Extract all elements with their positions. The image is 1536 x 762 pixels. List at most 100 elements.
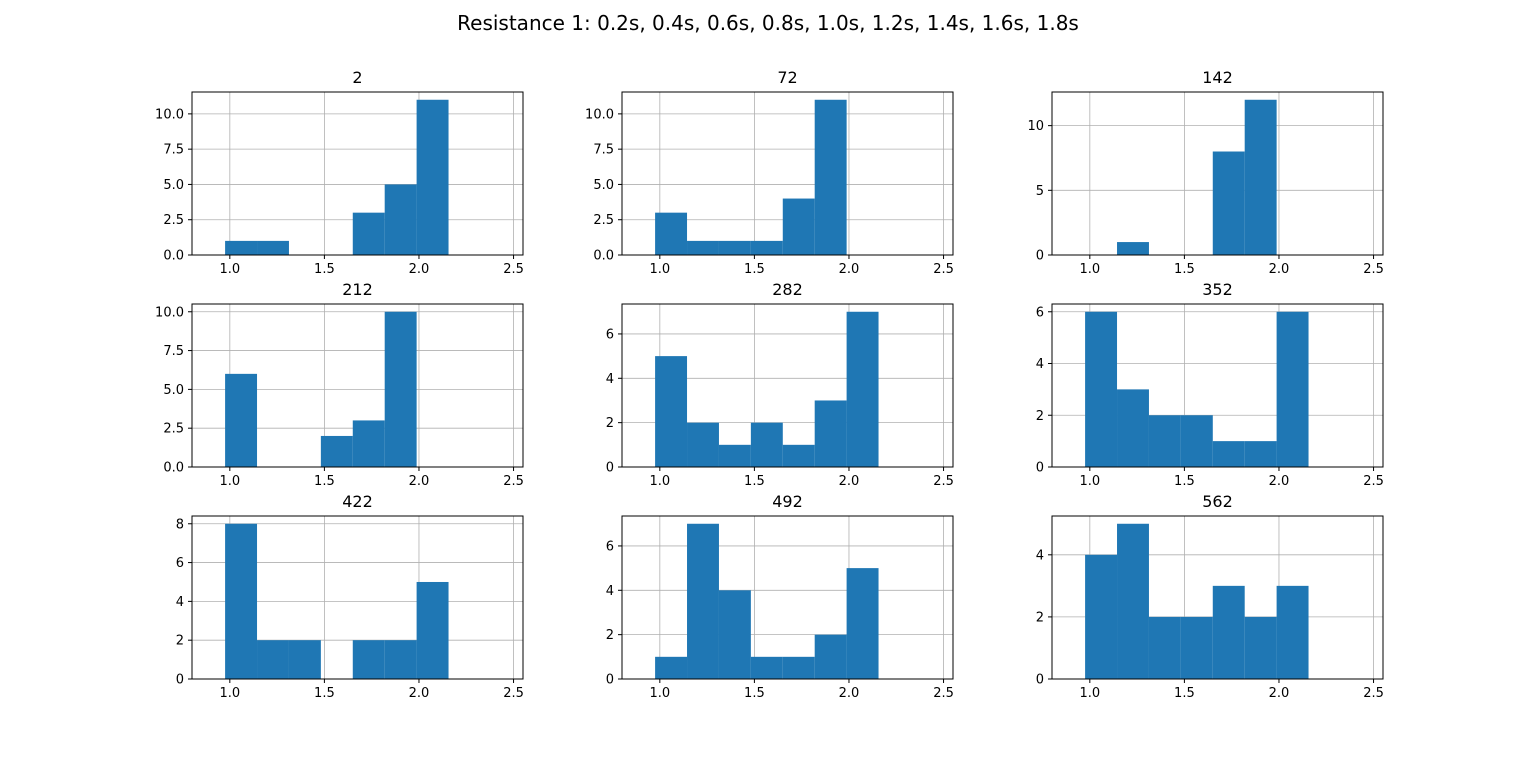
y-tick-label: 2.5 <box>593 213 614 228</box>
x-tick-label: 2.0 <box>1269 474 1290 489</box>
axes-frame <box>1051 515 1384 680</box>
histogram-bar <box>1148 616 1181 679</box>
y-tick-label: 0 <box>1036 249 1044 264</box>
histogram-bar <box>1117 242 1149 255</box>
histogram-bar <box>814 634 847 679</box>
x-tick-label: 1.5 <box>1174 262 1195 277</box>
histogram-panel: 492 1.0 1.5 2.0 2.5 0 2 4 6 <box>606 492 954 701</box>
histogram-bar <box>718 590 751 679</box>
y-tick-label: 0.0 <box>163 249 184 264</box>
histogram-bar <box>1212 441 1245 467</box>
panel-title: 142 <box>1202 68 1233 87</box>
bar-group <box>655 523 879 679</box>
histogram-bar <box>1180 415 1213 467</box>
bar-group <box>225 99 449 255</box>
axes-frame <box>1051 91 1384 256</box>
histogram-bar <box>1276 311 1309 467</box>
histogram-bar <box>655 656 688 679</box>
histogram-bar <box>1117 389 1149 467</box>
histogram-bar <box>687 240 719 255</box>
histogram-bar <box>750 240 783 255</box>
histogram-bar <box>655 212 688 255</box>
x-tick-label: 1.5 <box>314 686 335 701</box>
y-tick-label: 7.5 <box>163 143 184 158</box>
x-tick-label: 1.5 <box>1174 474 1195 489</box>
x-tick-label: 1.0 <box>219 686 240 701</box>
y-tick-label: 7.5 <box>593 143 614 158</box>
histogram-bar <box>1212 585 1245 679</box>
x-tick-label: 2.0 <box>1269 262 1290 277</box>
y-tick-label: 2 <box>1036 610 1044 625</box>
panel-title: 352 <box>1202 280 1233 299</box>
y-tick-label: 0 <box>176 673 184 688</box>
histogram-bar <box>416 581 449 679</box>
x-tick-label: 2.0 <box>1269 686 1290 701</box>
axes-frame <box>191 515 524 680</box>
histogram-bar <box>225 523 258 679</box>
y-tick-label: 4 <box>1036 548 1044 563</box>
histogram-panel: 142 1.0 1.5 2.0 2.5 0 5 10 <box>1027 68 1383 277</box>
axes-frame <box>191 91 524 256</box>
histogram-panel: 282 1.0 1.5 2.0 2.5 0 2 4 6 <box>606 280 954 489</box>
histogram-bar <box>1180 616 1213 679</box>
histogram-bar <box>750 422 783 467</box>
x-tick-label: 1.0 <box>649 686 670 701</box>
panel-title: 212 <box>342 280 373 299</box>
histogram-bar <box>257 240 289 255</box>
axes-frame <box>1051 303 1384 468</box>
x-tick-label: 1.5 <box>744 474 765 489</box>
histogram-bar <box>1244 441 1277 467</box>
histogram-panel: 422 1.0 1.5 2.0 2.5 0 2 4 6 8 <box>176 492 524 701</box>
x-tick-label: 1.0 <box>1079 686 1100 701</box>
x-tick-label: 1.5 <box>314 474 335 489</box>
histogram-panel: 72 1.0 1.5 2.0 2.5 0.0 2.5 5.0 7.5 10.0 <box>585 68 954 277</box>
x-tick-label: 2.5 <box>933 474 954 489</box>
y-tick-label: 8 <box>176 517 184 532</box>
y-tick-label: 10.0 <box>155 107 184 122</box>
histogram-bar <box>384 640 417 679</box>
x-tick-label: 1.5 <box>314 262 335 277</box>
x-tick-label: 1.0 <box>1079 262 1100 277</box>
histogram-panel: 562 1.0 1.5 2.0 2.5 0 2 4 <box>1036 492 1384 701</box>
bar-group <box>1085 523 1309 679</box>
histogram-bar <box>718 444 751 467</box>
x-tick-label: 1.0 <box>649 262 670 277</box>
x-tick-label: 2.0 <box>409 474 430 489</box>
histogram-bar <box>225 373 258 467</box>
histogram-bar <box>1085 311 1118 467</box>
histogram-bar <box>416 99 449 255</box>
bar-group <box>225 523 449 679</box>
histogram-bar <box>1117 523 1149 679</box>
x-tick-label: 2.0 <box>839 686 860 701</box>
histogram-bar <box>1244 616 1277 679</box>
histogram-bar <box>1276 585 1309 679</box>
y-tick-label: 4 <box>1036 357 1044 372</box>
y-tick-label: 5 <box>1036 184 1044 199</box>
x-tick-label: 2.5 <box>1363 262 1384 277</box>
y-tick-label: 7.5 <box>163 344 184 359</box>
x-tick-label: 2.5 <box>933 262 954 277</box>
x-tick-label: 1.0 <box>649 474 670 489</box>
x-tick-label: 2.0 <box>839 262 860 277</box>
x-tick-label: 1.5 <box>744 686 765 701</box>
histogram-bar <box>846 311 879 467</box>
y-tick-label: 4 <box>606 372 614 387</box>
x-tick-label: 2.5 <box>1363 474 1384 489</box>
x-tick-label: 2.5 <box>933 686 954 701</box>
histogram-bar <box>750 656 783 679</box>
y-tick-label: 2 <box>606 628 614 643</box>
bar-group <box>655 311 879 467</box>
x-tick-label: 2.0 <box>839 474 860 489</box>
x-tick-label: 1.0 <box>219 474 240 489</box>
histogram-panels: 2 1.0 1.5 2.0 2.5 0.0 2.5 5.0 7.5 10.0 72 1.0 1.5 2.0… <box>155 68 1384 701</box>
histogram-bar <box>782 444 815 467</box>
x-tick-label: 2.5 <box>503 686 524 701</box>
panel-title: 562 <box>1202 492 1233 511</box>
figure-title: Resistance 1: 0.2s, 0.4s, 0.6s, 0.8s, 1.… <box>457 11 1079 35</box>
y-tick-label: 10.0 <box>585 107 614 122</box>
y-tick-label: 2 <box>176 634 184 649</box>
x-tick-label: 2.0 <box>409 262 430 277</box>
panel-title: 422 <box>342 492 373 511</box>
histogram-bar <box>1244 99 1277 255</box>
